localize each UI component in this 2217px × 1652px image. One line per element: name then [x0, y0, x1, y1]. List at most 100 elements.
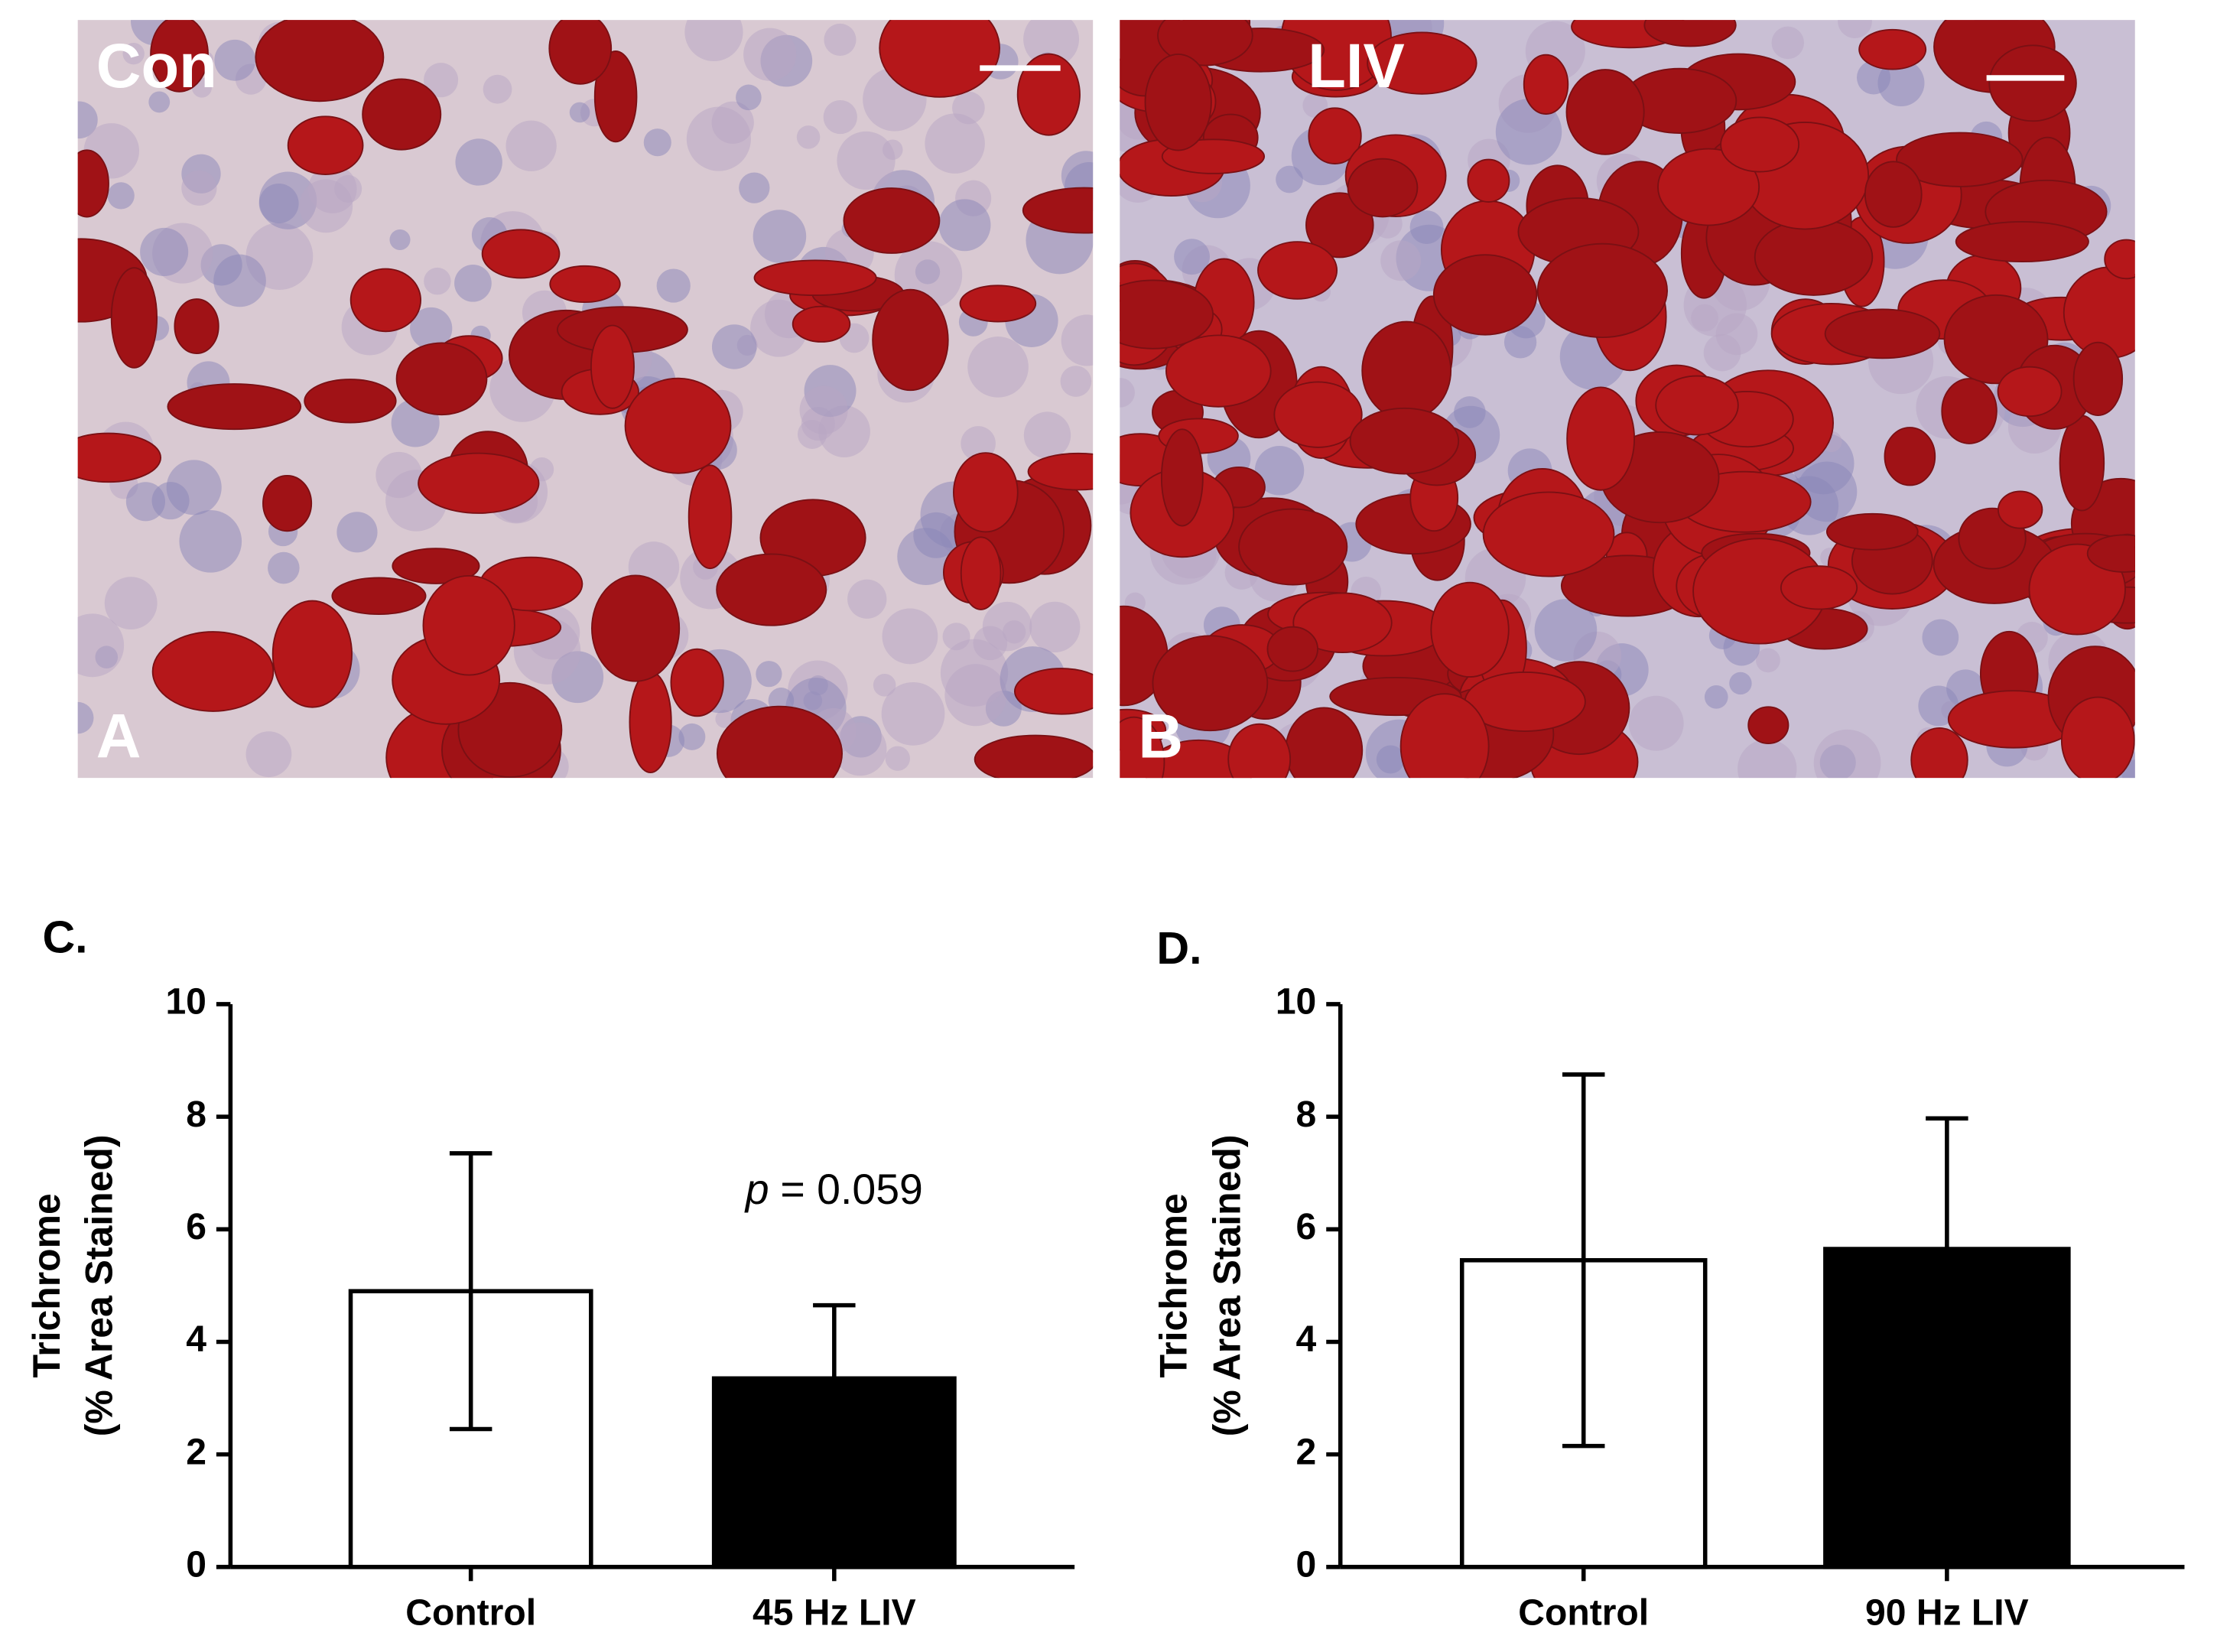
- y-tick-label: 10: [165, 981, 206, 1023]
- fiber: [1988, 44, 2077, 122]
- stroma: [743, 28, 797, 81]
- stroma: [245, 731, 292, 778]
- stroma: [410, 307, 453, 350]
- stroma: [181, 170, 217, 206]
- fiber: [1027, 452, 1094, 491]
- fiber: [167, 383, 302, 431]
- fiber: [872, 288, 949, 392]
- stroma: [715, 710, 733, 728]
- fiber: [959, 285, 1037, 323]
- micrograph: Con A: [77, 20, 1094, 779]
- fiber: [110, 267, 158, 369]
- image-label: LIV: [1308, 31, 1405, 101]
- y-tick-label: 4: [186, 1319, 206, 1360]
- fiber: [1292, 592, 1393, 654]
- stroma: [1023, 411, 1071, 459]
- fiber: [1285, 707, 1364, 779]
- stroma: [686, 106, 751, 171]
- fiber: [1227, 723, 1292, 779]
- y-axis-label: Trichrome: [25, 1193, 68, 1377]
- stroma: [799, 385, 848, 434]
- stroma: [1023, 20, 1080, 67]
- fiber: [1643, 20, 1737, 47]
- stroma: [897, 528, 955, 586]
- y-tick-label: 4: [1296, 1319, 1317, 1360]
- fiber: [1257, 241, 1338, 300]
- fiber: [1399, 693, 1490, 779]
- y-axis-label: Trichrome: [1152, 1193, 1195, 1377]
- stroma: [1738, 739, 1797, 779]
- fiber: [1305, 192, 1374, 259]
- fiber: [688, 464, 733, 570]
- stroma: [1495, 99, 1562, 165]
- fiber: [1347, 158, 1419, 218]
- fiber: [1238, 508, 1348, 586]
- fiber: [974, 734, 1094, 779]
- fiber: [1432, 254, 1538, 336]
- stroma: [424, 267, 451, 295]
- fiber: [2063, 266, 2135, 359]
- fiber: [1013, 668, 1094, 715]
- stroma: [122, 42, 145, 65]
- fiber: [174, 298, 219, 354]
- fiber: [1565, 69, 1645, 155]
- stroma: [925, 113, 985, 174]
- stroma: [1380, 240, 1422, 281]
- fiber: [1430, 581, 1510, 678]
- fiber: [77, 149, 109, 218]
- fiber: [1896, 132, 2024, 187]
- fiber: [1884, 427, 1936, 486]
- fiber: [843, 187, 941, 254]
- stroma: [1120, 378, 1135, 408]
- fiber: [1720, 116, 1800, 173]
- fiber: [1308, 107, 1362, 164]
- y-axis-label: (% Area Stained): [77, 1135, 120, 1437]
- fiber: [271, 600, 353, 708]
- y-tick-label: 2: [186, 1431, 206, 1472]
- stroma: [505, 120, 557, 171]
- fiber: [1754, 218, 1874, 296]
- annotation: p = 0.059: [744, 1166, 923, 1213]
- fiber: [1780, 565, 1858, 610]
- fiber: [2086, 534, 2135, 573]
- stroma: [1534, 599, 1598, 662]
- stroma: [77, 701, 94, 734]
- fiber: [1657, 148, 1760, 226]
- stroma: [882, 608, 938, 665]
- fiber: [255, 20, 385, 102]
- fiber: [1824, 308, 1941, 359]
- bar-chart: C. Trichrome (% Area Stained) 0 2 4 6 8 10 Contro…: [25, 911, 1075, 1633]
- stroma: [1276, 165, 1303, 193]
- fiber: [1864, 161, 1923, 228]
- y-tick-label: 2: [1296, 1431, 1317, 1472]
- fiber: [1825, 512, 1919, 551]
- stroma: [1376, 745, 1405, 774]
- stroma: [881, 681, 945, 746]
- stroma: [885, 746, 910, 771]
- fiber: [1943, 294, 2049, 385]
- fiber: [1367, 31, 1477, 95]
- fiber: [716, 705, 843, 779]
- fiber: [349, 268, 422, 333]
- fiber: [1144, 53, 1212, 151]
- stroma: [678, 723, 706, 750]
- fiber: [624, 377, 732, 474]
- stroma: [454, 264, 492, 302]
- stroma: [389, 229, 411, 251]
- stroma: [299, 179, 353, 233]
- stroma: [1877, 59, 1925, 107]
- fiber: [716, 553, 827, 626]
- stroma: [1838, 20, 1872, 38]
- bar-chart: D. Trichrome (% Area Stained) 0 2 4 6 8 10 Contro…: [1152, 922, 2185, 1633]
- fiber: [593, 50, 638, 143]
- fiber: [1160, 428, 1204, 527]
- stroma: [837, 131, 896, 190]
- stroma: [1174, 239, 1210, 275]
- stroma: [643, 128, 671, 157]
- fiber: [1165, 334, 1272, 408]
- fiber: [1022, 187, 1094, 234]
- fiber: [960, 536, 1002, 610]
- annotation-symbol: p: [744, 1166, 769, 1213]
- stroma: [1813, 729, 1881, 779]
- fiber: [1120, 279, 1214, 350]
